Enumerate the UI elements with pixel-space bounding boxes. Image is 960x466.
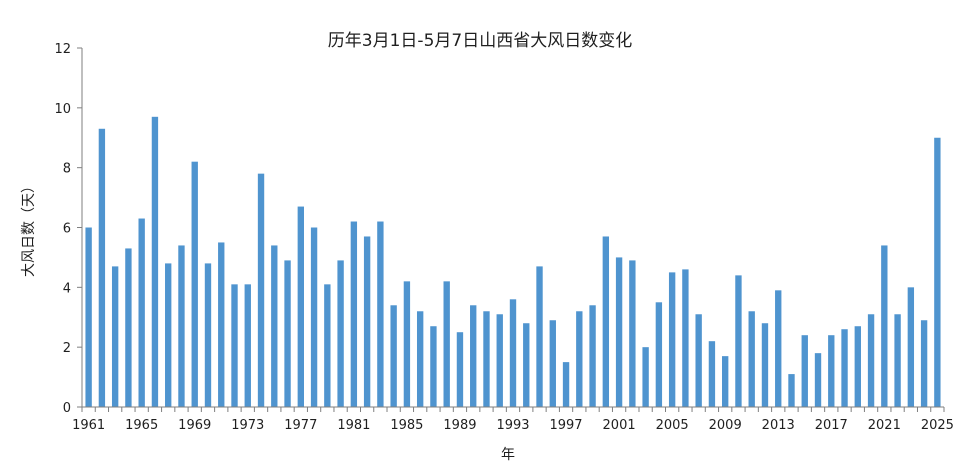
bar-2018 (841, 329, 848, 407)
bar-1990 (470, 305, 477, 407)
x-tick-label: 2001 (603, 418, 636, 433)
bar-2006 (682, 269, 689, 407)
bar-1992 (496, 314, 503, 407)
bar-1988 (443, 281, 450, 407)
x-tick-label: 2021 (868, 418, 901, 433)
bar-1963 (111, 266, 119, 407)
bar-1962 (98, 128, 106, 407)
bar-1961 (85, 227, 92, 407)
bar-1967 (165, 263, 172, 407)
x-tick-label: 2025 (921, 418, 954, 433)
bar-1995 (536, 266, 543, 407)
bar-1993 (509, 299, 517, 407)
bar-1984 (390, 305, 397, 407)
bar-2021 (881, 245, 888, 407)
y-tick-label: 12 (54, 42, 71, 57)
bar-2024 (920, 320, 928, 407)
y-tick-label: 10 (54, 102, 71, 117)
bar-1969 (191, 161, 198, 407)
bar-2010 (735, 275, 742, 407)
bar-1966 (151, 116, 159, 407)
x-axis-label: 年 (501, 447, 515, 463)
bar-1998 (576, 311, 583, 407)
bar-2012 (761, 323, 769, 407)
x-tick-label: 1981 (337, 418, 370, 433)
bar-1987 (430, 326, 437, 407)
x-tick-label: 2009 (709, 418, 742, 433)
bar-2002 (629, 260, 636, 407)
bar-2016 (814, 353, 822, 407)
bar-2015 (801, 335, 808, 407)
bar-1999 (589, 305, 596, 407)
bar-1965 (138, 218, 145, 407)
bar-1991 (483, 311, 490, 407)
bar-1971 (218, 242, 225, 407)
bar-1975 (271, 245, 278, 407)
chart-title: 历年3月1日-5月7日山西省大风日数变化 (328, 31, 632, 51)
bar-1973 (244, 284, 251, 407)
y-tick-label: 4 (63, 281, 71, 296)
bar-1985 (403, 281, 411, 407)
bar-2003 (642, 347, 649, 407)
bar-1979 (324, 284, 331, 407)
bar-2007 (695, 314, 702, 407)
x-tick-label: 1965 (125, 418, 158, 433)
bar-2025 (934, 137, 941, 407)
y-axis-ticks: 0 2 4 6 8 10 12 (54, 42, 82, 416)
bar-1989 (456, 332, 464, 407)
x-axis-ticks: 1961 1965 1969 1973 1977 1981 1985 1989 1993 1997… (72, 407, 954, 433)
bar-1994 (523, 323, 530, 407)
bar-1976 (284, 260, 291, 407)
x-tick-label: 2013 (762, 418, 795, 433)
bar-1982 (363, 236, 371, 407)
bar-2009 (722, 356, 729, 407)
bar-1996 (549, 320, 556, 407)
y-tick-label: 6 (63, 222, 71, 237)
bar-1970 (204, 263, 212, 407)
y-tick-label: 8 (63, 162, 71, 177)
bar-2004 (655, 302, 663, 407)
x-tick-label: 1961 (72, 418, 105, 433)
x-tick-label: 1973 (231, 418, 264, 433)
bar-1983 (377, 221, 384, 407)
y-tick-label: 2 (63, 341, 71, 356)
x-tick-label: 1969 (178, 418, 211, 433)
bar-1974 (257, 173, 265, 407)
bar-2014 (788, 374, 795, 407)
x-tick-label: 1993 (496, 418, 529, 433)
bar-1964 (125, 248, 132, 407)
bar-2013 (775, 290, 782, 407)
x-tick-label: 2017 (815, 418, 848, 433)
x-tick-label: 1989 (443, 418, 476, 433)
bar-1972 (231, 284, 238, 407)
bar-1978 (310, 227, 318, 407)
bar-2022 (894, 314, 901, 407)
bar-2001 (615, 257, 623, 407)
bar-2023 (907, 287, 915, 407)
x-tick-label: 2005 (656, 418, 689, 433)
bars-group (85, 116, 941, 407)
y-axis-label: 大风日数（天） (21, 179, 37, 277)
bar-1980 (337, 260, 344, 407)
bar-2020 (867, 314, 875, 407)
bar-1981 (350, 221, 358, 407)
bar-1977 (297, 206, 304, 407)
x-tick-label: 1985 (390, 418, 423, 433)
bar-1997 (562, 362, 570, 407)
bar-1986 (416, 311, 424, 407)
x-tick-label: 1997 (549, 418, 582, 433)
bar-2000 (602, 236, 610, 407)
bar-2008 (708, 341, 716, 407)
bar-2019 (854, 326, 861, 407)
bar-2017 (828, 335, 835, 407)
x-tick-label: 1977 (284, 418, 317, 433)
bar-2005 (668, 272, 676, 407)
y-tick-label: 0 (63, 401, 71, 416)
bar-1968 (178, 245, 185, 407)
bar-2011 (748, 311, 755, 407)
